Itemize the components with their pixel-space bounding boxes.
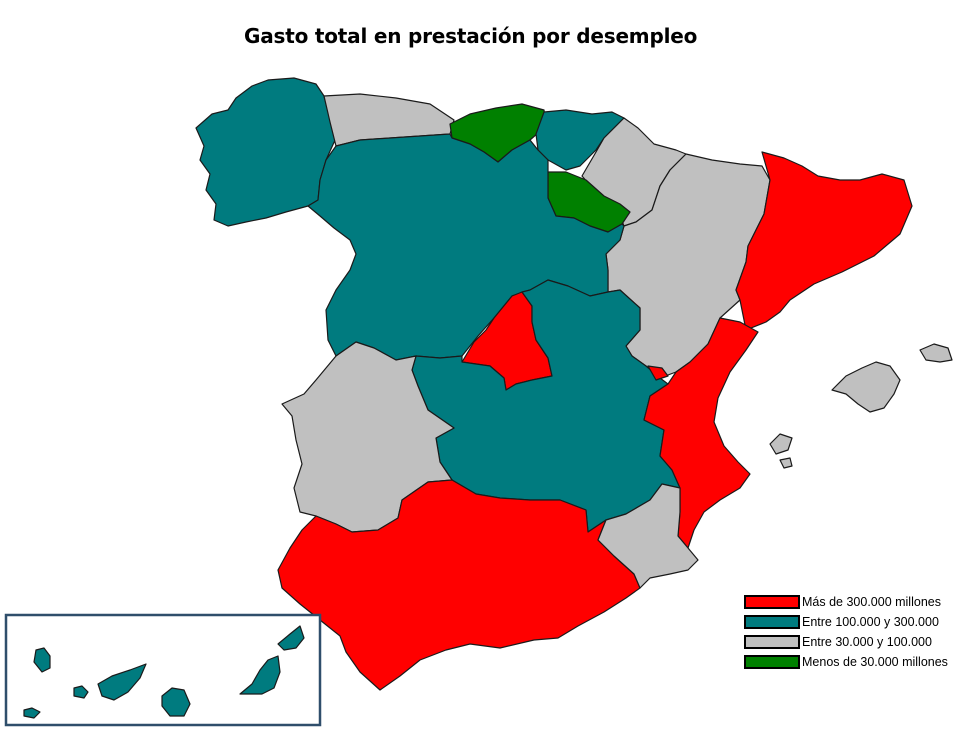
legend-label: Entre 30.000 y 100.000 [802,635,932,649]
map-legend: Más de 300.000 millones Entre 100.000 y … [744,592,961,672]
legend-item-entre-30-100: Entre 30.000 y 100.000 [744,632,961,652]
legend-label: Entre 100.000 y 300.000 [802,615,939,629]
legend-swatch-gray [744,635,800,649]
map-title: Gasto total en prestación por desempleo [244,24,698,48]
region-comunidad-valenciana[interactable] [643,317,759,549]
region-cataluna[interactable] [735,151,913,331]
legend-swatch-red [744,595,800,609]
legend-swatch-green [744,655,800,669]
legend-item-entre-100-300: Entre 100.000 y 300.000 [744,612,961,632]
legend-item-menos-30: Menos de 30.000 millones [744,652,961,672]
legend-item-mas-300: Más de 300.000 millones [744,592,961,612]
region-murcia[interactable] [597,483,699,589]
region-andalucia[interactable] [277,479,641,691]
legend-swatch-teal [744,615,800,629]
legend-label: Menos de 30.000 millones [802,655,948,669]
region-islas-baleares[interactable] [769,343,953,469]
legend-label: Más de 300.000 millones [802,595,941,609]
region-canarias[interactable] [23,625,305,719]
